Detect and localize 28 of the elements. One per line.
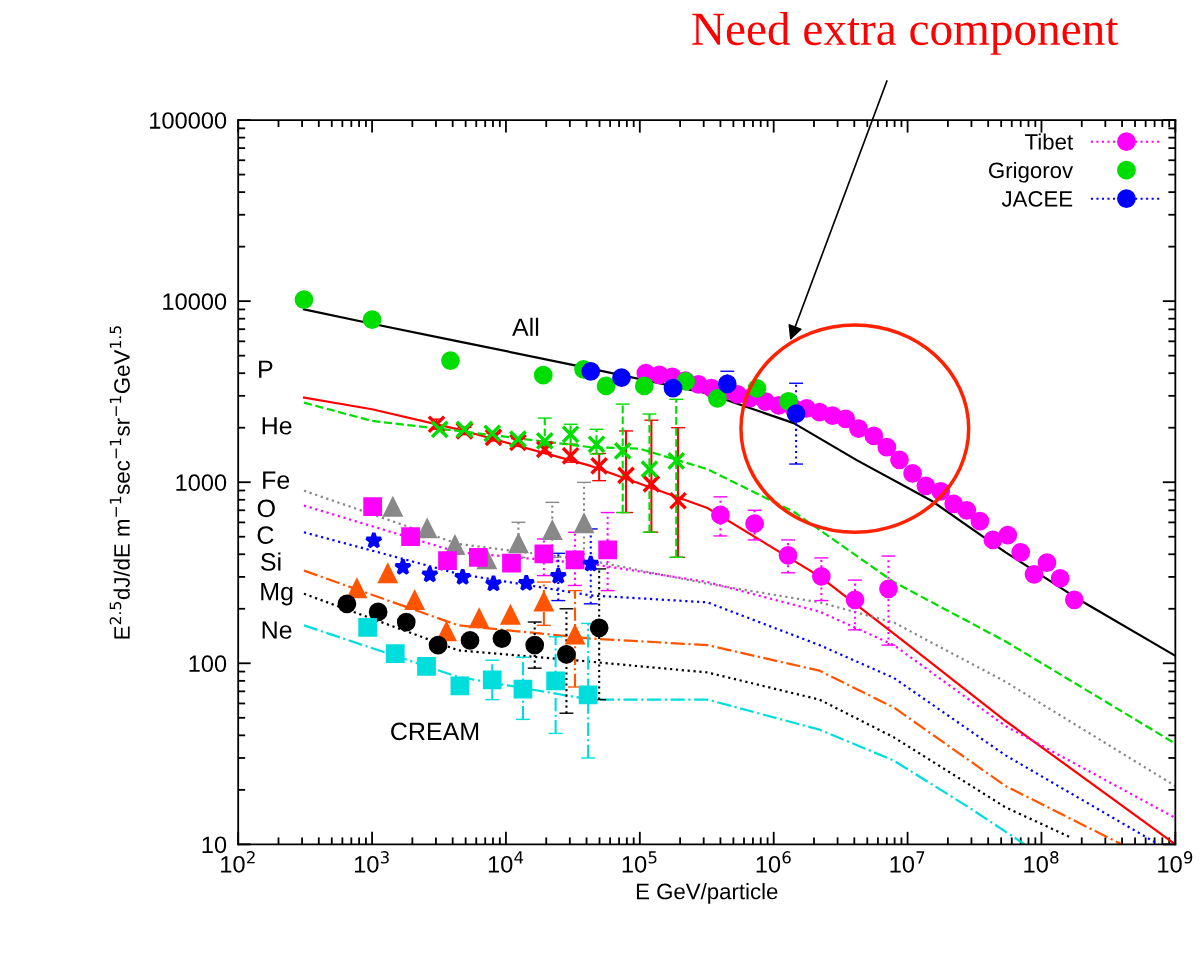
y-tick-label: 100 bbox=[189, 655, 227, 673]
x-tick-label: 10$^{6}$ bbox=[756, 851, 791, 873]
annotation: C bbox=[257, 526, 274, 544]
annotation: He bbox=[262, 417, 292, 435]
y-tick-label: 10000 bbox=[163, 293, 227, 310]
annotation: Ne bbox=[262, 621, 292, 639]
x-tick-label: 10$^{4}$ bbox=[488, 851, 524, 873]
annotation: O bbox=[257, 499, 275, 518]
legend-label: JACEE bbox=[1001, 190, 1073, 207]
legend-label: Tibet bbox=[1025, 133, 1073, 150]
text: E$^{2.5}$dJ/dE m$^{−1}$sec$^{−1}$sr$^{−1}$GeV$^{1.5}$ bbox=[109, 326, 130, 639]
annotation: CREAM bbox=[391, 722, 479, 741]
x-tick-label: 10$^{3}$ bbox=[354, 851, 389, 873]
y-tick-label: 100000 bbox=[150, 112, 227, 129]
x-axis-title: E GeV/particle bbox=[636, 883, 778, 904]
x-tick-label: 10$^{7}$ bbox=[890, 851, 925, 873]
annotation: Fe bbox=[263, 471, 290, 489]
y-tick-label: 10 bbox=[202, 836, 227, 854]
annotation: All bbox=[512, 317, 539, 336]
legend-label: Grigorov bbox=[989, 161, 1074, 183]
annotation: Mg bbox=[261, 583, 293, 606]
x-tick-label: 10$^{8}$ bbox=[1024, 851, 1059, 873]
x-tick-label: 10$^{5}$ bbox=[622, 851, 657, 873]
x-tick-label: 10$^{9}$ bbox=[1158, 851, 1193, 873]
y-tick-label: 1000 bbox=[176, 474, 227, 492]
annotation: Si bbox=[261, 552, 281, 571]
text: Need extra component bbox=[692, 11, 1119, 55]
annotation: P bbox=[259, 360, 273, 378]
